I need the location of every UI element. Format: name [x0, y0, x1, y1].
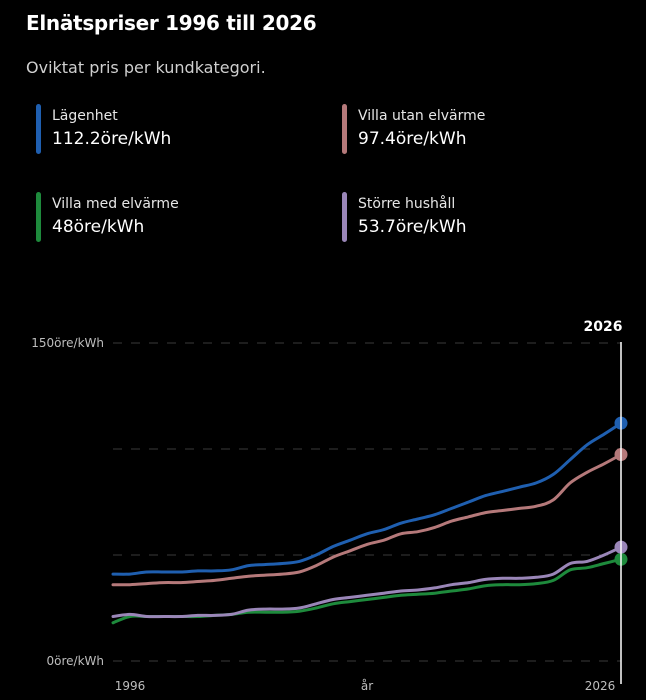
- legend-swatch: [36, 192, 41, 242]
- year-marker-label: 2026: [584, 319, 623, 335]
- legend-value: 112.2öre/kWh: [52, 129, 172, 149]
- legend-label: Lägenhet: [52, 108, 118, 124]
- series-line-villa-utan-elvarme: [111, 453, 623, 587]
- page-subtitle: Oviktat pris per kundkategori.: [26, 58, 266, 77]
- legend-label: Villa utan elvärme: [358, 108, 486, 124]
- year-marker: 2026: [584, 319, 623, 684]
- legend-value: 97.4öre/kWh: [358, 129, 467, 149]
- y-tick-label: 150öre/kWh: [31, 336, 104, 350]
- y-tick-label: 0öre/kWh: [47, 654, 105, 668]
- legend-swatch: [36, 104, 41, 154]
- series-line-lagenhet: [111, 421, 623, 576]
- chart-series: [111, 416, 628, 625]
- legend-swatch: [342, 104, 347, 154]
- legend-value: 53.7öre/kWh: [358, 217, 467, 237]
- series-line-storre-hushall: [111, 545, 623, 619]
- page-title: Elnätspriser 1996 till 2026: [26, 11, 317, 35]
- x-tick-label: 1996: [115, 679, 146, 693]
- legend-value: 48öre/kWh: [52, 217, 145, 237]
- x-tick-label: år: [361, 679, 373, 693]
- x-tick-label: 2026: [585, 679, 616, 693]
- series-line-villa-med-elvarme: [111, 557, 623, 625]
- legend-label: Villa med elvärme: [52, 196, 179, 212]
- chart-labels: 150öre/kWh 0öre/kWh 1996 år 2026: [31, 336, 615, 693]
- legend-swatch: [342, 192, 347, 242]
- chart-grid: [113, 342, 621, 662]
- legend-label: Större hushåll: [358, 196, 456, 212]
